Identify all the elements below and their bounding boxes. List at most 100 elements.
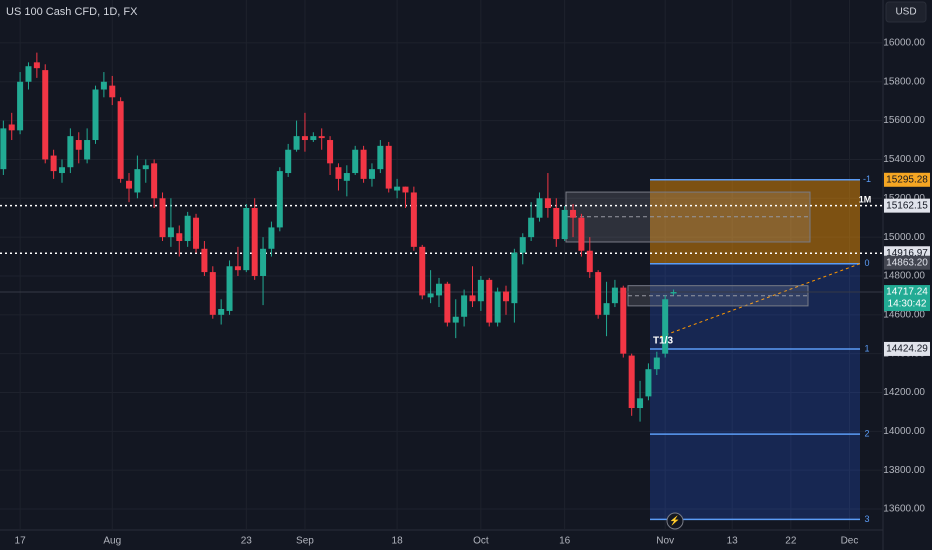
price-tag [884, 255, 930, 270]
candle-body [50, 155, 57, 172]
candle-body [17, 81, 24, 131]
candle-body [528, 217, 535, 238]
candle-body [218, 308, 225, 315]
candle-body [544, 198, 551, 208]
candle-body [301, 136, 308, 141]
candle-body [603, 303, 610, 315]
candle-body [134, 169, 141, 193]
x-tick-label: Aug [103, 536, 121, 547]
candle-body [477, 279, 484, 302]
candle-body [260, 248, 267, 276]
candle-body [318, 136, 325, 139]
candle-body [402, 186, 409, 193]
candle-body [645, 369, 652, 397]
candle-body [285, 149, 292, 174]
price-tag-label: 14717.24 [886, 287, 928, 298]
candle-body [511, 252, 518, 304]
fib-level-label: 2 [864, 429, 869, 439]
price-tag [884, 341, 930, 356]
candle-body [394, 186, 401, 191]
candle-body [578, 217, 585, 251]
price-tag-label: 15295.28 [886, 174, 928, 185]
candle-body [662, 299, 669, 354]
candle-body [310, 136, 317, 141]
candle-body [452, 316, 459, 323]
y-tick-label: 15400.00 [883, 154, 925, 165]
candle-body [637, 398, 644, 409]
candle-body [0, 128, 7, 170]
currency[interactable]: USD [895, 7, 916, 18]
candle-body [469, 295, 476, 302]
candle-body [595, 272, 602, 315]
candle-body [670, 292, 677, 294]
candle-body [226, 266, 233, 311]
candle-body [486, 279, 493, 323]
fib-level-label: 3 [864, 514, 869, 524]
candle-body [176, 233, 183, 242]
candle-body [570, 209, 577, 218]
candle-body [184, 215, 191, 242]
candle-body [167, 227, 174, 238]
candle-body [444, 283, 451, 323]
candle-body [142, 165, 149, 170]
fib-level-label: 0 [864, 258, 869, 268]
candle-body [494, 291, 501, 323]
y-tick-label: 15800.00 [883, 76, 925, 87]
x-tick-label: Nov [656, 536, 674, 547]
price-tag-label: 14916.97 [886, 248, 928, 259]
candle-body [193, 217, 200, 249]
y-tick-label: 16000.00 [883, 38, 925, 49]
candle-body [209, 272, 216, 315]
x-tick-label: 18 [392, 536, 404, 547]
y-tick-label: 15600.00 [883, 115, 925, 126]
candle-body [427, 293, 434, 298]
candle-body [368, 169, 375, 179]
candle-body [100, 81, 107, 90]
fib-level-label: -1 [863, 174, 871, 184]
y-tick-label: 13600.00 [883, 504, 925, 515]
candle-body [58, 167, 65, 174]
zone [627, 285, 809, 307]
fib-zone [650, 179, 860, 264]
annotation: T1/3 [653, 336, 673, 347]
candle-body [628, 355, 635, 409]
price-tag-label: 15162.15 [886, 200, 928, 211]
candle-body [611, 287, 618, 304]
candle-body [377, 145, 384, 170]
currency-button[interactable] [885, 1, 927, 23]
candle-body [25, 66, 32, 82]
candle-body [620, 287, 627, 354]
price-tag [884, 172, 930, 187]
candle-body [151, 163, 158, 199]
candle-body [410, 192, 417, 247]
chart-title: US 100 Cash CFD, 1D, FX [6, 6, 138, 18]
x-tick-label: 23 [241, 536, 253, 547]
candle-body [653, 357, 660, 370]
y-tick-label: 14200.00 [883, 387, 925, 398]
fib-level-label: 1 [864, 343, 869, 353]
y-tick-label: 15000.00 [883, 232, 925, 243]
price-tag [884, 285, 930, 312]
candle-body [343, 173, 350, 181]
candle-body [201, 248, 208, 273]
price-tag-label: 14424.29 [886, 344, 928, 355]
replay-icon [666, 512, 684, 530]
candle-body [109, 85, 116, 98]
candle-body [8, 124, 15, 131]
candle-body [117, 101, 124, 179]
y-tick-label: 13800.00 [883, 465, 925, 476]
candle-body [352, 149, 359, 174]
candle-body [519, 237, 526, 253]
candle-body [159, 198, 166, 238]
replay-glyph: ⚡ [669, 514, 680, 526]
price-tag-label: 14863.20 [886, 257, 928, 268]
x-tick-label: Oct [473, 536, 489, 547]
candle-body [327, 140, 334, 164]
timeframe-label: 1M [859, 194, 872, 204]
countdown: 14:30:42 [888, 299, 927, 310]
candle-body [92, 89, 99, 141]
y-tick-label: 14000.00 [883, 426, 925, 437]
